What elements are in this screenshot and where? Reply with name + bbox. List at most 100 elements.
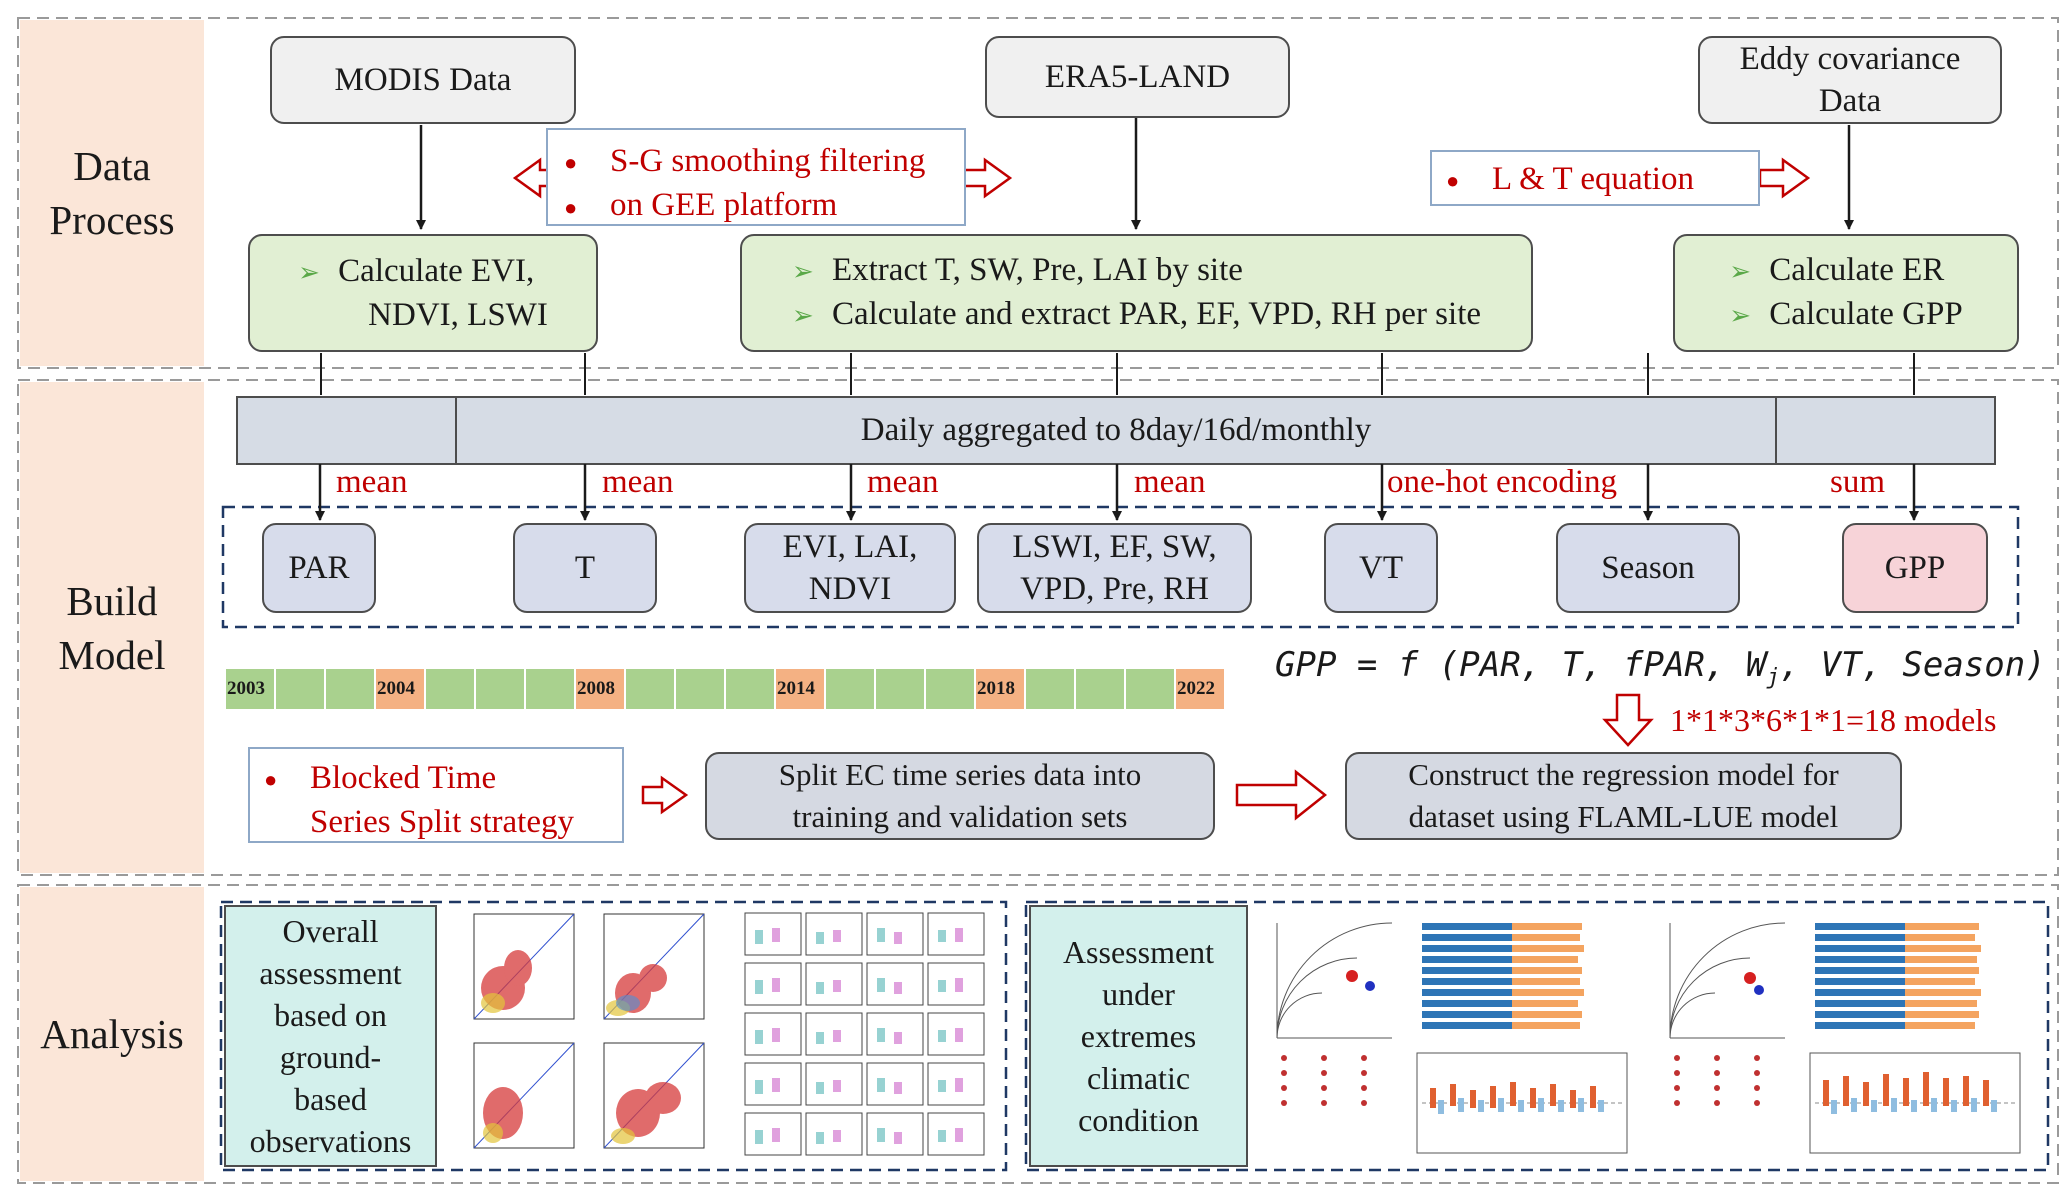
arrow-bullet-icon: ➢ bbox=[791, 257, 814, 286]
section-analysis-label: Analysis bbox=[40, 1011, 184, 1057]
timeline-bar bbox=[224, 667, 1226, 711]
agg-method-water: mean bbox=[1134, 464, 1206, 500]
blocked-split-note: ● Blocked Time Series Split strategy bbox=[248, 747, 624, 843]
modis-source-label: MODIS Data bbox=[334, 62, 512, 98]
eddy-source-label-1: Eddy covariance bbox=[1739, 41, 1961, 77]
var-t-label: T bbox=[574, 550, 596, 586]
hollow-arrows bbox=[512, 157, 1811, 821]
var-gpp-label: GPP bbox=[1884, 549, 1946, 586]
extreme-line-4: climatic bbox=[1086, 1060, 1191, 1096]
agg-method-par: mean bbox=[336, 464, 408, 500]
var-water-box: LSWI, EF, SW, VPD, Pre, RH bbox=[977, 523, 1252, 613]
equation-subscript: j bbox=[1766, 664, 1780, 690]
var-season-label: Season bbox=[1601, 550, 1695, 586]
extreme-assessment-box: Assessment under extremes climatic condi… bbox=[1029, 905, 1248, 1167]
drought-extreme-thumbnail bbox=[1655, 908, 2030, 1163]
extreme-line-1: Assessment bbox=[1062, 934, 1215, 970]
modis-process-line-2: NDVI, LSWI bbox=[368, 297, 548, 333]
eddy-source-box: Eddy covariance Data bbox=[1698, 36, 2002, 124]
heat-extreme-image bbox=[1276, 922, 1628, 1154]
agg-method-t: mean bbox=[602, 464, 674, 500]
heat-extreme-thumbnail bbox=[1262, 908, 1637, 1163]
scatter-plots-image bbox=[473, 913, 705, 1149]
arrow-bullet-icon: ➢ bbox=[1729, 257, 1752, 286]
overall-line-2: assessment bbox=[259, 955, 402, 991]
var-water-label-1: LSWI, EF, SW, bbox=[1012, 529, 1217, 565]
extreme-line-3: extremes bbox=[1080, 1018, 1197, 1054]
equation-args-end: , VT, Season) bbox=[1779, 645, 2046, 685]
era5-source-label: ERA5-LAND bbox=[1044, 59, 1231, 95]
timeline-year-2022: 2022 bbox=[1177, 678, 1215, 699]
analysis-frame bbox=[17, 884, 2059, 1184]
scatter-plots-thumbnail bbox=[458, 908, 718, 1163]
equation-equals: = bbox=[1336, 645, 1398, 685]
era5-process-line-1: Extract T, SW, Pre, LAI by site bbox=[831, 252, 1243, 288]
modis-process-box: ➢ Calculate EVI, NDVI, LSWI bbox=[248, 234, 598, 352]
section-build-model: Build Model bbox=[20, 382, 204, 873]
hollow-arrow-down-icon bbox=[1602, 693, 1654, 747]
aggregation-bar-label: Daily aggregated to 8day/16d/monthly bbox=[860, 412, 1372, 448]
eddy-process-line-1: Calculate ER bbox=[1769, 252, 1945, 288]
models-count-label: 1*1*3*6*1*1=18 models bbox=[1670, 702, 1997, 738]
extreme-line-5: condition bbox=[1078, 1102, 1199, 1138]
overall-line-5: based bbox=[294, 1081, 367, 1117]
section-data-process: Data Process bbox=[20, 20, 204, 366]
timeline-year-2018: 2018 bbox=[977, 678, 1015, 699]
bullet-dot-icon: ● bbox=[1446, 168, 1460, 194]
boxplot-grid-thumbnail bbox=[740, 908, 990, 1163]
eddy-process-box: ➢ Calculate ER ➢ Calculate GPP bbox=[1673, 234, 2019, 352]
sg-note-line-1: S-G smoothing filtering bbox=[610, 143, 926, 179]
overall-line-4: ground- bbox=[279, 1039, 382, 1075]
var-vt-box: VT bbox=[1324, 523, 1438, 613]
construct-line-2: dataset using FLAML-LUE model bbox=[1408, 799, 1839, 834]
eddy-source-label-2: Data bbox=[1818, 83, 1882, 119]
overall-line-6: observations bbox=[249, 1123, 412, 1159]
sg-note-line-2: on GEE platform bbox=[610, 187, 838, 224]
section-analysis: Analysis bbox=[20, 887, 204, 1181]
split-data-box: Split EC time series data into training … bbox=[705, 752, 1215, 840]
sg-filter-note: ● S-G smoothing filtering ● on GEE platfor… bbox=[546, 128, 966, 226]
modis-process-line-1: Calculate EVI, bbox=[338, 253, 535, 289]
boxplot-grid-image bbox=[744, 912, 985, 1156]
split-line-1: Split EC time series data into bbox=[778, 757, 1142, 792]
var-water-label-2: VPD, Pre, RH bbox=[1020, 571, 1209, 607]
aggregation-bar-shape bbox=[236, 396, 1996, 465]
agg-method-vt: one-hot encoding bbox=[1387, 464, 1618, 500]
bullet-dot-icon: ● bbox=[264, 767, 278, 793]
model-equation: GPP = f (PAR, T, fPAR, Wj, VT, Season) bbox=[1275, 645, 2046, 690]
var-veg-label-1: EVI, LAI, bbox=[782, 529, 918, 565]
var-veg-label-2: NDVI bbox=[808, 571, 892, 607]
var-vt-label: VT bbox=[1359, 550, 1403, 586]
bullet-dot-icon: ● bbox=[564, 194, 578, 220]
bullet-dot-icon: ● bbox=[564, 150, 578, 176]
var-vegetation-box: EVI, LAI, NDVI bbox=[744, 523, 956, 613]
var-season-box: Season bbox=[1556, 523, 1740, 613]
bar-connectors bbox=[320, 353, 1915, 395]
lt-note-label: L & T equation bbox=[1492, 161, 1694, 197]
era5-process-box: ➢ Extract T, SW, Pre, LAI by site ➢ Calcul… bbox=[740, 234, 1533, 352]
modis-source-box: MODIS Data bbox=[270, 36, 576, 124]
strategy-line-2: Series Split strategy bbox=[310, 804, 574, 841]
hollow-arrow-strategy-icon bbox=[641, 775, 689, 815]
aggregation-bar: Daily aggregated to 8day/16d/monthly bbox=[456, 397, 1776, 464]
timeline-year-2004: 2004 bbox=[377, 678, 415, 699]
timeline-year-2003: 2003 bbox=[227, 678, 265, 699]
arrow-bullet-icon: ➢ bbox=[1729, 301, 1752, 330]
construct-line-1: Construct the regression model for bbox=[1408, 757, 1839, 792]
equation-args: (PAR, T, fPAR, W bbox=[1418, 645, 1767, 685]
variables-frame bbox=[221, 505, 2020, 629]
agg-method-gpp: sum bbox=[1830, 464, 1886, 500]
equation-lhs: GPP bbox=[1275, 645, 1337, 685]
agg-method-veg: mean bbox=[867, 464, 939, 500]
era5-source-box: ERA5-LAND bbox=[985, 36, 1290, 118]
section-build-model-label: Build Model bbox=[58, 577, 166, 678]
drought-extreme-image bbox=[1669, 922, 2021, 1154]
split-line-2: training and validation sets bbox=[792, 799, 1128, 834]
era5-process-line-2: Calculate and extract PAR, EF, VPD, RH p… bbox=[831, 296, 1482, 332]
hollow-arrow-right-icon bbox=[958, 157, 1013, 199]
arrow-bullet-icon: ➢ bbox=[298, 258, 320, 287]
hollow-arrow-construct-icon bbox=[1235, 769, 1328, 821]
data-process-frame bbox=[17, 17, 2059, 369]
extreme-line-2: under bbox=[1102, 976, 1175, 1012]
